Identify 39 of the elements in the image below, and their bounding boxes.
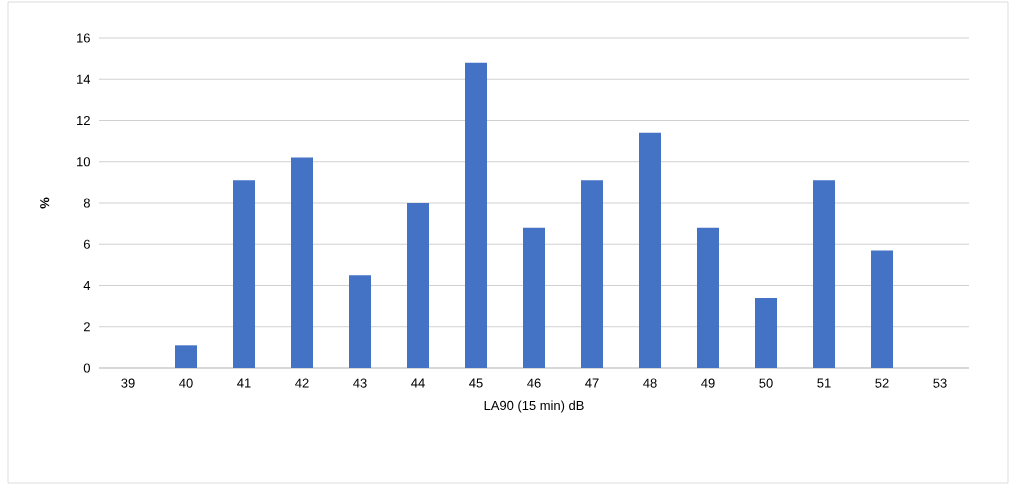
x-tick-label: 40 <box>179 378 193 388</box>
bar <box>813 180 836 368</box>
y-tick-label: 4 <box>83 281 91 290</box>
bar <box>349 275 371 368</box>
bar <box>407 203 429 368</box>
x-tick-label: 42 <box>295 378 309 388</box>
x-axis-title: LA90 (15 min) dB <box>484 400 584 413</box>
bar <box>581 180 604 368</box>
x-tick-label: 46 <box>527 378 541 388</box>
bar <box>639 132 662 368</box>
bar <box>175 345 197 368</box>
y-tick-label: 12 <box>77 115 90 126</box>
y-tick-label: 14 <box>77 74 91 84</box>
x-tick-label: 41 <box>237 378 251 388</box>
bar <box>465 62 487 368</box>
x-tick-label: 49 <box>701 378 715 388</box>
x-tick-label: 39 <box>121 378 135 388</box>
bar <box>233 180 255 368</box>
y-tick-label: 6 <box>83 239 90 249</box>
x-tick-label: 47 <box>585 378 599 388</box>
x-tick-label: 53 <box>933 378 947 388</box>
x-tick-label: 52 <box>875 378 889 388</box>
y-tick-label: 0 <box>83 363 90 373</box>
y-axis-title: % <box>40 197 50 209</box>
y-tick-label: 2 <box>83 322 90 332</box>
y-tick-label: 8 <box>83 198 90 208</box>
x-tick-label: 50 <box>759 378 773 388</box>
bar <box>291 157 313 368</box>
x-tick-label: 44 <box>411 378 425 388</box>
x-tick-label: 45 <box>469 378 483 388</box>
bar <box>755 297 778 368</box>
y-tick-label: 10 <box>77 157 90 167</box>
x-tick-label: 51 <box>817 378 831 388</box>
x-tick-label: 48 <box>643 378 657 388</box>
bar <box>871 250 894 368</box>
x-tick-label: 43 <box>353 378 367 388</box>
bar <box>697 227 720 368</box>
bar <box>523 227 546 368</box>
y-tick-label: 16 <box>77 33 90 43</box>
